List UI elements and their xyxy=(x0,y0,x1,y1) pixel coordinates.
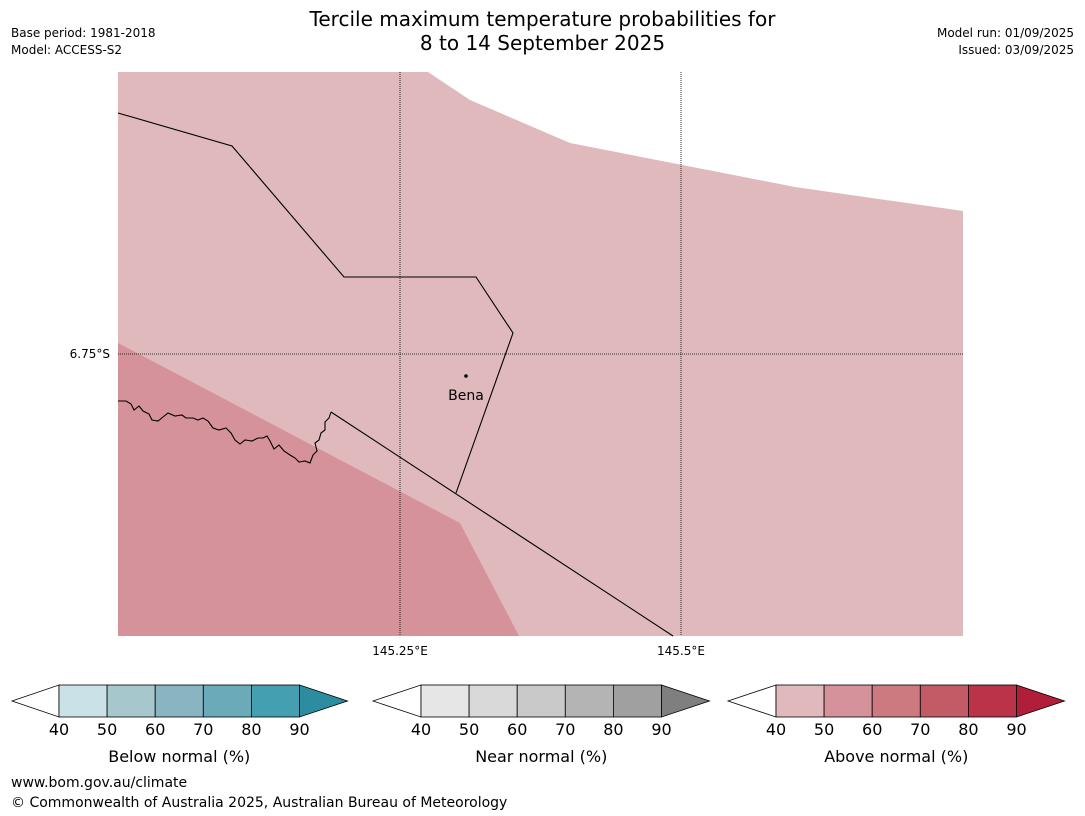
colorbar-below-swatch-70 xyxy=(202,684,252,718)
colorbar-below-swatch-40 xyxy=(58,684,108,718)
colorbar-above-tick: 40 xyxy=(766,720,786,739)
lat-label: 6.75°S xyxy=(70,347,110,361)
model-text: Model: ACCESS-S2 xyxy=(11,43,123,57)
colorbar-near-over-arrow xyxy=(661,684,711,718)
colorbar-near-tick: 50 xyxy=(459,720,479,739)
colorbar-above-tick: 50 xyxy=(814,720,834,739)
region-no-data xyxy=(428,72,963,211)
base-period-text: Base period: 1981-2018 xyxy=(11,26,156,40)
colorbar-below-tick: 70 xyxy=(193,720,213,739)
colorbar-below-label: Below normal (%) xyxy=(108,747,250,766)
colorbar-above: 40 50 60 70 80 90 Above normal (%) xyxy=(726,684,1066,766)
colorbar-near-swatch-80 xyxy=(613,684,662,718)
town-label: Bena xyxy=(448,388,484,404)
model-run-text: Model run: 01/09/2025 xyxy=(936,26,1074,40)
colorbar-below: 40 50 60 70 80 90 Below normal (%) xyxy=(10,684,349,766)
colorbar-above-swatch-60 xyxy=(871,684,921,718)
footer-copyright: © Commonwealth of Australia 2025, Austra… xyxy=(11,795,508,811)
meta-right: Model run: 01/09/2025 Issued: 03/09/2025 xyxy=(937,25,1074,59)
colorbar-above-swatch-40 xyxy=(775,684,825,718)
colorbar-near-tick: 80 xyxy=(603,720,623,739)
colorbar-above-label: Above normal (%) xyxy=(824,747,968,766)
colorbar-below-tick: 80 xyxy=(241,720,261,739)
river-boundary xyxy=(118,400,332,464)
region-above-50-60 xyxy=(118,343,519,636)
title-line-1: Tercile maximum temperature probabilitie… xyxy=(309,7,776,31)
colorbar-above-swatch-50 xyxy=(823,684,873,718)
colorbar-above-over-arrow xyxy=(1016,684,1066,718)
colorbar-near-tick: 60 xyxy=(507,720,527,739)
colorbar-legend: 40 50 60 70 80 90 Below normal (%) 40 50 60 70 80 90… xyxy=(10,684,1066,766)
map-title: Tercile maximum temperature probabilitie… xyxy=(0,7,1085,55)
town-marker xyxy=(464,374,468,378)
colorbar-near-swatch-40 xyxy=(420,684,470,718)
colorbar-near-under-arrow xyxy=(371,684,422,718)
colorbar-below-swatch-80 xyxy=(250,684,300,718)
province-boundary-north xyxy=(117,112,514,494)
title-line-2: 8 to 14 September 2025 xyxy=(419,31,666,55)
colorbar-below-swatch-50 xyxy=(106,684,156,718)
map-panel: Bena 6.75°S 145.25°E 145.5°E xyxy=(70,72,963,658)
colorbar-near-swatch-50 xyxy=(468,684,518,718)
province-boundary-south xyxy=(330,411,674,637)
colorbar-below-under-arrow xyxy=(10,684,60,718)
colorbar-above-swatch-80 xyxy=(968,684,1017,718)
issued-text: Issued: 03/09/2025 xyxy=(958,43,1074,57)
footer-url: www.bom.gov.au/climate xyxy=(11,775,188,791)
colorbar-near: 40 50 60 70 80 90 Near normal (%) xyxy=(371,684,711,766)
lon-label-145-25: 145.25°E xyxy=(372,644,428,658)
colorbar-near-swatch-70 xyxy=(564,684,614,718)
lon-label-145-5: 145.5°E xyxy=(657,644,705,658)
colorbar-near-tick: 70 xyxy=(555,720,575,739)
colorbar-below-over-arrow xyxy=(299,684,349,718)
colorbar-near-swatch-60 xyxy=(516,684,566,718)
colorbar-near-label: Near normal (%) xyxy=(475,747,607,766)
colorbar-above-tick: 70 xyxy=(910,720,930,739)
colorbar-above-swatch-70 xyxy=(919,684,969,718)
colorbar-above-tick: 90 xyxy=(1006,720,1026,739)
meta-left: Base period: 1981-2018 Model: ACCESS-S2 xyxy=(11,25,156,59)
colorbar-below-swatch-60 xyxy=(154,684,204,718)
colorbar-below-tick: 50 xyxy=(97,720,117,739)
colorbar-below-tick: 40 xyxy=(49,720,69,739)
colorbar-above-under-arrow xyxy=(726,684,777,718)
colorbar-below-tick: 60 xyxy=(145,720,165,739)
colorbar-below-tick: 90 xyxy=(289,720,309,739)
colorbar-near-tick: 90 xyxy=(651,720,671,739)
colorbar-above-tick: 60 xyxy=(862,720,882,739)
colorbar-near-tick: 40 xyxy=(411,720,431,739)
colorbar-above-tick: 80 xyxy=(958,720,978,739)
